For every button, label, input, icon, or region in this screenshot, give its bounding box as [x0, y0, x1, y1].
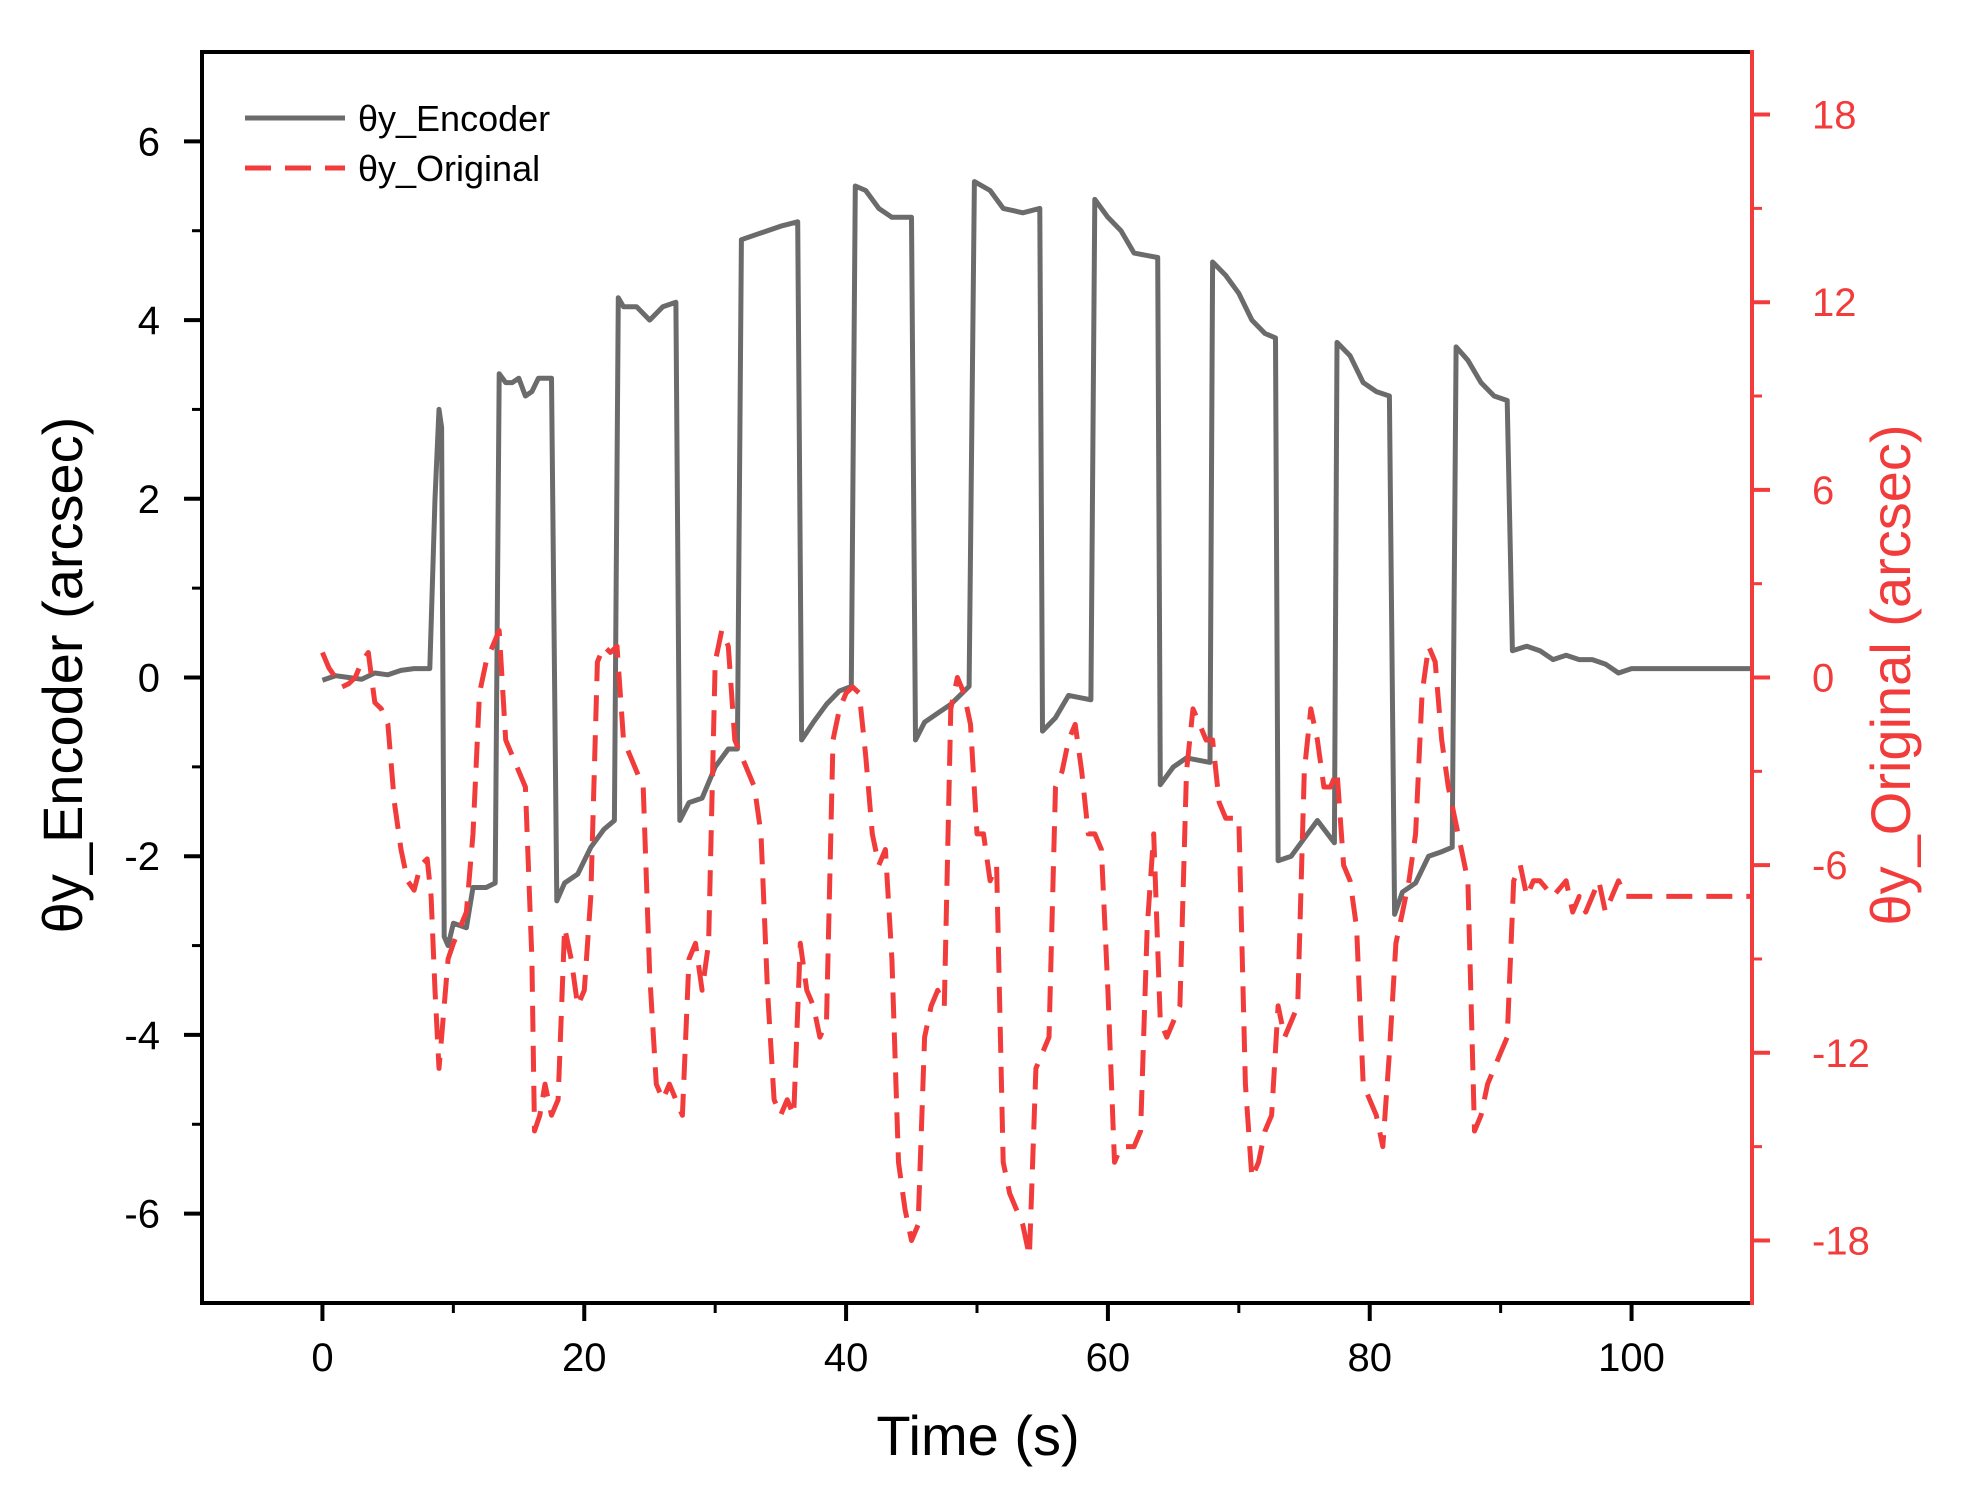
x-tick-label: 80	[1347, 1336, 1392, 1380]
y-left-tick-label: 4	[138, 299, 160, 343]
series-line-original	[320, 628, 1752, 1259]
x-tick-label: 60	[1086, 1336, 1131, 1380]
x-axis-title: Time (s)	[876, 1404, 1079, 1467]
y-left-tick-label: 0	[138, 657, 160, 701]
x-tick-label: 100	[1598, 1336, 1665, 1380]
right-y-axis-title: θy_Original (arcsec)	[1859, 424, 1922, 925]
x-tick-label: 20	[562, 1336, 607, 1380]
y-right-tick-label: 0	[1812, 657, 1834, 701]
y-left-tick-label: -2	[124, 835, 160, 879]
y-left-tick-label: -4	[124, 1014, 160, 1058]
y-left-tick-label: 6	[138, 120, 160, 164]
legend-label-original: θy_Original	[358, 148, 540, 189]
y-right-tick-label: -12	[1812, 1032, 1870, 1076]
axes-layer: 0 20 40 60 80 100 -6 -4 -2 0 2 4 6 -18 -12 -6 0 6 12 18	[124, 50, 1870, 1380]
y-right-tick-label: -6	[1812, 844, 1848, 888]
x-tick-label: 0	[311, 1336, 333, 1380]
y-left-tick-label: -6	[124, 1193, 160, 1237]
y-left-tick-label: 2	[138, 478, 160, 522]
legend-label-encoder: θy_Encoder	[358, 98, 550, 139]
y-right-tick-label: 12	[1812, 281, 1857, 325]
x-tick-label: 40	[824, 1336, 869, 1380]
series-line-encoder	[321, 179, 1752, 949]
legend: θy_Encoder θy_Original	[245, 98, 550, 189]
y-right-tick-label: 18	[1812, 94, 1857, 138]
series-layer	[320, 179, 1752, 1259]
y-right-tick-label: -18	[1812, 1219, 1870, 1263]
y-right-tick-label: 6	[1812, 469, 1834, 513]
left-y-axis-title: θy_Encoder (arcsec)	[31, 417, 94, 934]
